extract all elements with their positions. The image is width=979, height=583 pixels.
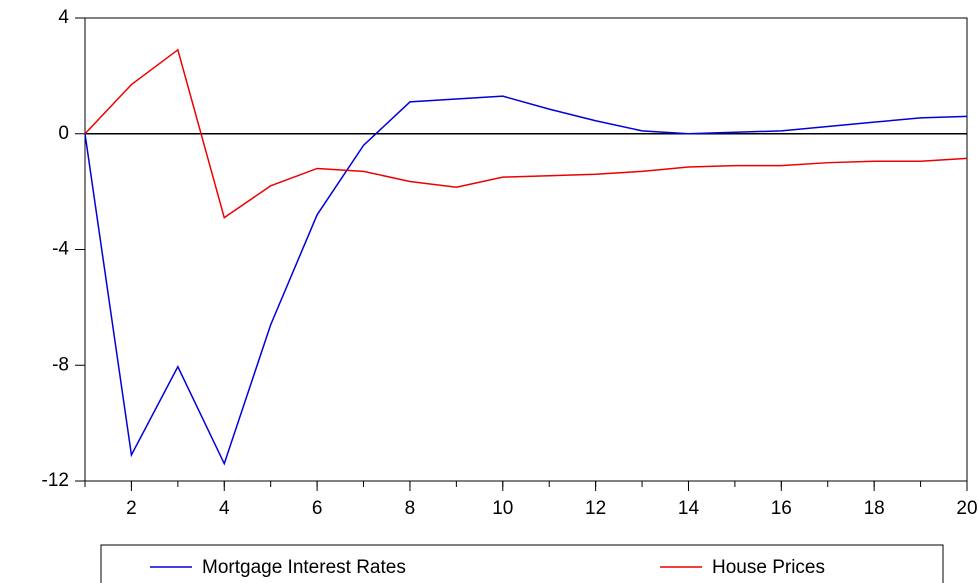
legend-label: Mortgage Interest Rates — [202, 557, 406, 578]
y-tick-label: 4 — [58, 7, 69, 28]
x-tick-label: 16 — [771, 498, 792, 519]
x-tick-label: 12 — [585, 498, 606, 519]
y-tick-label: -4 — [52, 239, 69, 260]
plot-frame — [84, 17, 968, 482]
x-tick-label: 8 — [405, 498, 416, 519]
x-tick-label: 2 — [126, 498, 137, 519]
x-tick-label: 4 — [219, 498, 230, 519]
legend-label: House Prices — [712, 557, 825, 578]
series-line — [84, 48, 968, 219]
x-tick-label: 6 — [312, 498, 323, 519]
legend-box — [100, 544, 944, 583]
x-tick-label: 14 — [678, 498, 700, 519]
y-tick-label: -12 — [42, 470, 69, 491]
y-tick-label: 0 — [58, 123, 69, 144]
y-tick-label: -8 — [52, 354, 69, 375]
x-tick-label: 18 — [864, 498, 885, 519]
series-line — [84, 95, 968, 466]
x-tick-label: 10 — [492, 498, 513, 519]
x-tick-label: 20 — [956, 498, 977, 519]
